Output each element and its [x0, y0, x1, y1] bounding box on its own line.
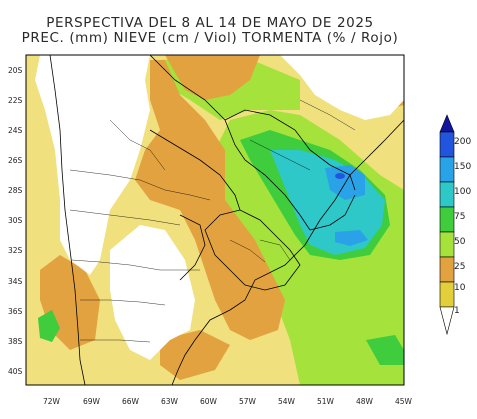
lat-tick: 36S	[8, 307, 23, 316]
legend-swatch-50-75	[439, 206, 455, 233]
fill-orange-coast	[160, 330, 230, 380]
country-borders	[49, 55, 356, 385]
lat-tick: 20S	[8, 66, 23, 75]
lon-tick: 45W	[395, 397, 413, 406]
fill-dry-south	[110, 225, 195, 360]
legend-swatch-100-150	[439, 156, 455, 183]
legend-label-150: 150	[454, 162, 471, 172]
lat-tick: 24S	[8, 126, 23, 135]
legend-swatch-200-plus	[439, 114, 455, 133]
fill-dark-blue-spot	[335, 173, 345, 179]
lat-tick: 30S	[8, 216, 23, 225]
lat-ticks: 20S 22S 24S 26S 28S 30S 32S 34S 36S 38S …	[8, 66, 23, 376]
fill-dry-north	[35, 55, 150, 275]
legend-swatch-75-100	[439, 181, 455, 208]
fill-blue-core	[325, 165, 365, 200]
legend-swatch-25-50	[439, 231, 455, 258]
lat-tick: 28S	[8, 186, 23, 195]
legend-label-200: 200	[454, 137, 471, 147]
map-area	[26, 55, 404, 385]
lon-tick: 69W	[83, 397, 101, 406]
lon-tick: 63W	[161, 397, 179, 406]
map-subtitle: PREC. (mm) NIEVE (cm / Viol) TORMENTA (%…	[21, 30, 399, 46]
fill-dark-green-coast	[366, 335, 404, 365]
lon-tick: 57W	[239, 397, 257, 406]
legend-label-25: 25	[454, 262, 465, 272]
lat-tick: 22S	[8, 96, 23, 105]
lon-tick: 54W	[278, 397, 296, 406]
lon-tick: 51W	[317, 397, 335, 406]
lon-ticks: 72W 69W 66W 63W 60W 57W 54W 51W 48W 45W	[43, 397, 413, 406]
legend-swatch-below-1	[439, 306, 455, 336]
legend-swatch-150-200	[439, 131, 455, 158]
fill-blue-south	[335, 230, 368, 246]
legend-labels: 200 150 100 75 50 25 10 1	[454, 137, 471, 316]
lon-tick: 66W	[122, 397, 140, 406]
lon-tick: 60W	[200, 397, 218, 406]
lat-tick: 34S	[8, 277, 23, 286]
legend-label-75: 75	[454, 212, 465, 222]
fill-dark-green-andes	[38, 310, 60, 342]
legend-swatch-1-10	[439, 281, 455, 308]
map-title: PERSPECTIVA DEL 8 AL 14 DE MAYO DE 2025	[46, 15, 374, 31]
legend-label-50: 50	[454, 237, 466, 247]
coastline	[171, 119, 404, 385]
lat-tick: 32S	[8, 246, 23, 255]
lon-tick: 48W	[356, 397, 374, 406]
legend-swatch-10-25	[439, 256, 455, 283]
legend	[439, 114, 455, 336]
fill-dry-ne	[280, 55, 404, 120]
lat-tick: 26S	[8, 156, 23, 165]
map-frame	[25, 54, 405, 386]
lat-tick: 40S	[8, 367, 23, 376]
state-borders	[69, 99, 356, 343]
legend-label-10: 10	[454, 283, 466, 293]
lon-tick: 72W	[43, 397, 61, 406]
legend-label-1: 1	[454, 306, 460, 316]
legend-label-100: 100	[454, 187, 471, 197]
lat-tick: 38S	[8, 337, 23, 346]
